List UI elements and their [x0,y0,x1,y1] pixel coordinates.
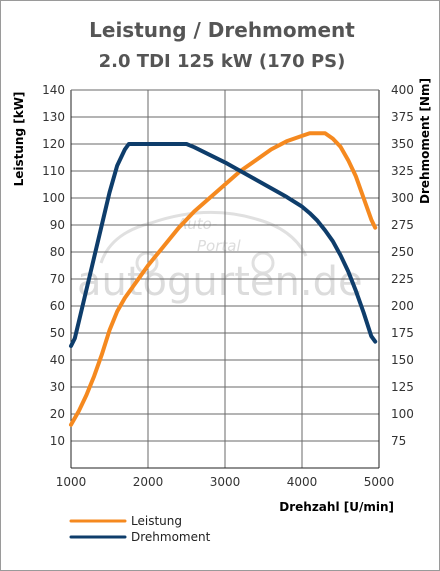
y-right-tick-label: 75 [391,434,406,448]
x-tick-label: 2000 [133,475,164,489]
y-left-tick-label: 70 [50,272,65,286]
y-right-tick-label: 350 [391,137,414,151]
y-right-tick-label: 125 [391,380,414,394]
y-left-tick-label: 100 [42,191,65,205]
x-tick-label: 1000 [56,475,87,489]
y-left-tick-label: 110 [42,164,65,178]
y-right-tick-label: 175 [391,326,414,340]
y-right-axis-ticks: 75 100 125 150 175 200 225 250 275 300 325 350 375 40… [391,83,414,448]
y-right-tick-label: 150 [391,353,414,367]
y-left-tick-label: 10 [50,434,65,448]
y-right-axis-label: Drehmoment [Nm] [418,78,432,204]
watermark-text-domain: autogurten.de [77,259,363,305]
legend-label-drehmoment: Drehmoment [131,530,211,544]
y-right-tick-label: 375 [391,110,414,124]
x-axis-label: Drehzahl [U/min] [279,500,394,514]
axes [70,89,380,469]
y-right-tick-label: 225 [391,272,414,286]
x-tick-label: 5000 [364,475,395,489]
x-axis-ticks: 1000 2000 3000 4000 5000 [56,475,395,489]
x-tick-label: 4000 [287,475,318,489]
y-left-tick-label: 90 [50,218,65,232]
y-left-tick-label: 60 [50,299,65,313]
legend: Leistung Drehmoment [69,514,211,544]
watermark-car-outline [99,210,308,264]
y-left-tick-label: 30 [50,380,65,394]
y-left-tick-label: 130 [42,110,65,124]
watermark-text-portal: Portal [197,237,241,255]
series-lines [69,131,378,427]
y-right-tick-label: 275 [391,218,414,232]
chart-subtitle: 2.0 TDI 125 kW (170 PS) [99,51,346,72]
y-left-tick-label: 20 [50,407,65,421]
y-right-tick-label: 200 [391,299,414,313]
y-right-tick-label: 250 [391,245,414,259]
chart-title: Leistung / Drehmoment [89,18,355,42]
series-line-drehmoment [69,142,378,348]
series-line-leistung [69,131,378,427]
y-left-axis-ticks: 10 20 30 40 50 60 70 80 90 100 110 120 130 140 [42,83,65,448]
y-right-tick-label: 400 [391,83,414,97]
watermark-wheel-front [135,251,159,275]
y-left-tick-label: 120 [42,137,65,151]
y-right-tick-label: 300 [391,191,414,205]
y-left-tick-label: 40 [50,353,65,367]
y-left-axis-label: Leistung [kW] [12,92,26,187]
grid [70,89,380,468]
y-left-tick-label: 140 [42,83,65,97]
watermark-wheel-rear [251,251,275,275]
y-left-tick-label: 50 [50,326,65,340]
y-right-tick-label: 325 [391,164,414,178]
x-tick-label: 3000 [210,475,241,489]
legend-label-leistung: Leistung [131,514,182,528]
y-left-tick-label: 80 [50,245,65,259]
y-right-tick-label: 100 [391,407,414,421]
